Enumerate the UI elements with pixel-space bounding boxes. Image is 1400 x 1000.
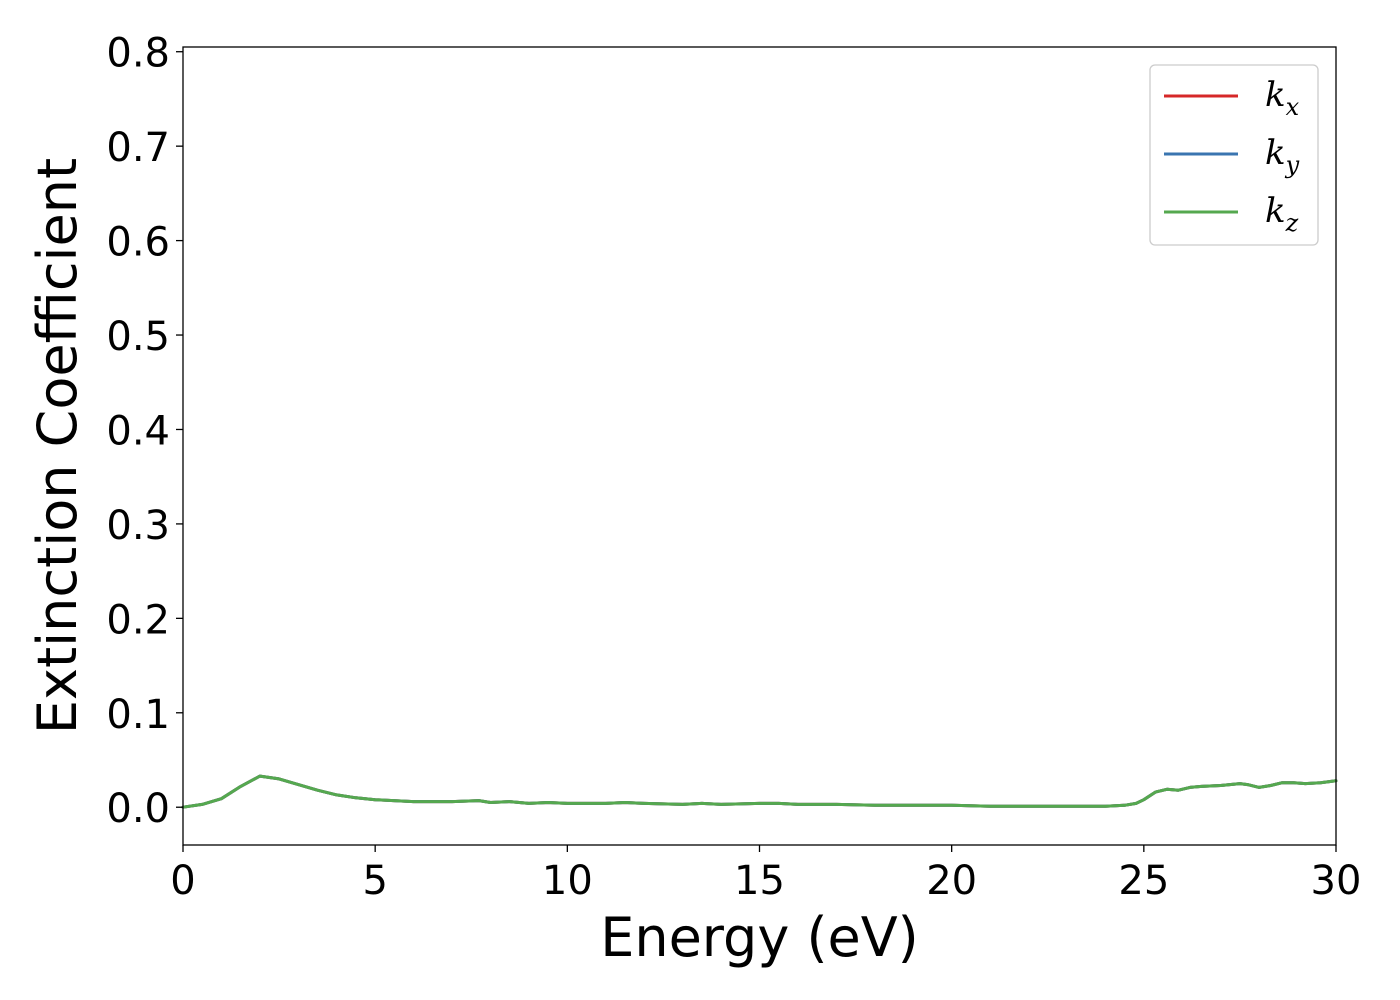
y-axis: 0.0 0.1 0.2 0.3 0.4 0.5 0.6 0.7 0.8: [106, 31, 183, 832]
x-tick-label: 15: [734, 858, 785, 904]
x-axis: 0 5 10 15 20 25 30: [170, 845, 1361, 904]
legend-label-kz: kz: [1265, 191, 1299, 237]
x-tick-label: 5: [362, 858, 387, 904]
y-tick-label: 0.3: [106, 503, 170, 549]
series-layer: [181, 774, 1338, 809]
y-tick-label: 0.7: [106, 125, 170, 171]
y-tick-label: 0.2: [106, 597, 170, 643]
y-tick-label: 0.4: [106, 408, 170, 454]
legend-label-kx: kx: [1265, 75, 1300, 121]
x-tick-label: 30: [1311, 858, 1362, 904]
y-tick-label: 0.8: [106, 31, 170, 77]
legend: kx ky kz: [1149, 64, 1319, 246]
x-tick-label: 20: [926, 858, 977, 904]
x-tick-label: 25: [1118, 858, 1169, 904]
plot-area: [183, 47, 1336, 845]
x-axis-title: Energy (eV): [600, 906, 919, 969]
series-line-kz: [181, 774, 1338, 809]
y-tick-label: 0.0: [106, 786, 170, 832]
y-tick-label: 0.6: [106, 220, 170, 266]
legend-label-ky: ky: [1265, 133, 1300, 179]
y-tick-label: 0.5: [106, 314, 170, 360]
x-tick-label: 0: [170, 858, 195, 904]
y-axis-title: Extinction Coefficient: [26, 158, 89, 734]
x-tick-label: 10: [542, 858, 593, 904]
y-tick-label: 0.1: [106, 692, 170, 738]
